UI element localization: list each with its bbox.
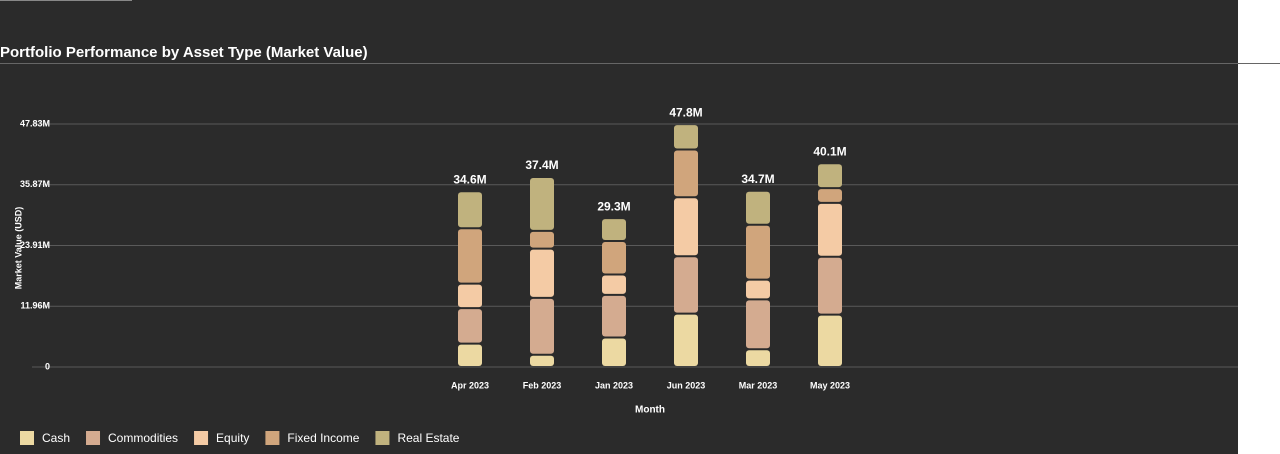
- bar-segment: [530, 355, 554, 366]
- legend-swatch: [194, 431, 209, 445]
- total-label: 34.6M: [453, 172, 486, 186]
- total-label: 47.8M: [669, 105, 702, 119]
- x-tick-label: May 2023: [810, 380, 850, 390]
- y-tick-label: 47.83M: [20, 118, 50, 128]
- y-tick-label: 0: [45, 361, 50, 371]
- total-label: 40.1M: [813, 144, 846, 158]
- bar-segment: [746, 350, 770, 366]
- bar-segment: [674, 198, 698, 256]
- bar-segment: [818, 203, 842, 256]
- bar-segment: [674, 314, 698, 366]
- bar-segment: [746, 225, 770, 279]
- bar-segment: [458, 284, 482, 308]
- bar-segment: [458, 229, 482, 283]
- legend-label: Fixed Income: [287, 431, 359, 445]
- bar-segment: [602, 242, 626, 274]
- y-tick-label: 11.96M: [20, 301, 50, 311]
- x-axis-title: Month: [635, 405, 665, 416]
- bar-segment: [458, 192, 482, 228]
- bar-segment: [818, 257, 842, 314]
- bar-segment: [530, 231, 554, 248]
- legend-swatch: [265, 431, 280, 445]
- bar-segment: [530, 298, 554, 354]
- x-tick-label: Mar 2023: [739, 380, 778, 390]
- legend-label: Real Estate: [397, 431, 459, 445]
- x-tick-label: Jan 2023: [595, 380, 633, 390]
- bar-segment: [458, 309, 482, 343]
- y-tick-label: 23.91M: [20, 240, 50, 250]
- y-axis-title: Market Value (USD): [13, 207, 23, 290]
- total-label: 29.3M: [597, 199, 630, 213]
- bar-segment: [602, 275, 626, 294]
- total-label: 34.7M: [741, 172, 774, 186]
- bar-segment: [602, 219, 626, 241]
- bar-segment: [530, 249, 554, 297]
- x-tick-label: Feb 2023: [523, 380, 562, 390]
- bar-segment: [530, 177, 554, 230]
- x-tick-label: Apr 2023: [451, 380, 489, 390]
- bar-segment: [674, 150, 698, 197]
- legend-label: Commodities: [108, 431, 178, 445]
- bar-segment: [674, 257, 698, 313]
- legend-swatch: [375, 431, 390, 445]
- chart-title: Portfolio Performance by Asset Type (Mar…: [0, 44, 368, 61]
- bar-segment: [818, 189, 842, 202]
- bar-segment: [818, 164, 842, 188]
- y-tick-label: 35.87M: [20, 179, 50, 189]
- x-tick-label: Jun 2023: [667, 380, 706, 390]
- bar-segment: [746, 191, 770, 224]
- legend-swatch: [20, 431, 34, 445]
- bar-segment: [818, 315, 842, 366]
- bar-segment: [458, 344, 482, 366]
- legend-label: Equity: [216, 431, 249, 445]
- legend-label: Cash: [42, 431, 70, 445]
- bar-segment: [674, 125, 698, 149]
- total-label: 37.4M: [525, 158, 558, 172]
- bar-segment: [602, 295, 626, 337]
- bar-segment: [746, 280, 770, 299]
- bar-segment: [602, 338, 626, 366]
- bar-segment: [746, 300, 770, 349]
- legend-swatch: [86, 431, 101, 445]
